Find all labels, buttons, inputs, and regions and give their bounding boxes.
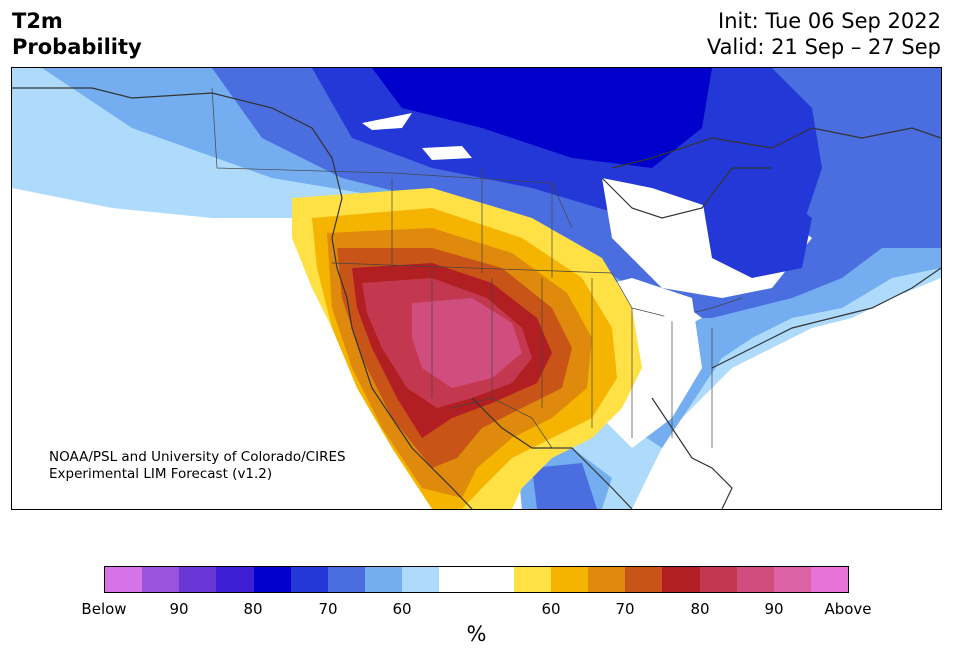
title-type: Probability [12, 35, 142, 59]
state-borders [391, 168, 713, 448]
colorbar-tick-label: 80 [690, 600, 710, 618]
map-canvas [12, 68, 941, 509]
colorbar-segment [402, 567, 440, 592]
great-bear-lake [362, 113, 412, 130]
hudson-bay-line [601, 167, 772, 219]
great-slave-lake [422, 146, 472, 160]
title-variable: T2m [12, 9, 63, 33]
valid-date: Valid: 21 Sep – 27 Sep [706, 35, 941, 59]
colorbar-tick-label: 70 [318, 600, 338, 618]
us-mexico-border [451, 397, 572, 449]
atlantic-coast-line [711, 267, 941, 369]
probability-colorbar [104, 566, 849, 593]
colorbar-segment [513, 567, 551, 592]
forecast-credit: NOAA/PSL and University of Colorado/CIRE… [49, 449, 346, 483]
colorbar-segment [625, 567, 663, 592]
map-title: T2m Probability [12, 8, 142, 60]
credit-model: Experimental LIM Forecast (v1.2) [49, 466, 273, 482]
colorbar-segment [588, 567, 626, 592]
lakes [362, 113, 702, 328]
colorbar-segment [736, 567, 774, 592]
colorbar-segment [662, 567, 700, 592]
colorbar-segment [699, 567, 737, 592]
east-coast-line [651, 397, 733, 509]
colorbar-segment [773, 567, 811, 592]
colorbar-segment [216, 567, 254, 592]
colorbar-tick-label: Above [824, 600, 872, 618]
colorbar-segment [476, 567, 514, 592]
colorbar-unit: % [466, 622, 487, 646]
arctic-coast-line [611, 127, 941, 169]
political-borders [211, 87, 743, 449]
colorbar-tick-label: 90 [764, 600, 784, 618]
colorbar-tick-label: 60 [392, 600, 412, 618]
colorbar-segment [290, 567, 328, 592]
colorbar-segment [439, 567, 477, 592]
colorbar-segment [810, 567, 849, 592]
colorbar-ticks: Below 90 80 70 60 60 70 80 90 Above [0, 600, 953, 620]
below-max-band [372, 68, 712, 168]
forecast-dates: Init: Tue 06 Sep 2022 Valid: 21 Sep – 27… [707, 8, 941, 60]
colorbar-segment [253, 567, 291, 592]
credit-institution: NOAA/PSL and University of Colorado/CIRE… [49, 449, 346, 465]
colorbar-segment [142, 567, 180, 592]
mexico-cold-core [532, 463, 597, 509]
colorbar-tick-label: 90 [169, 600, 189, 618]
colorbar-tick-label: 80 [243, 600, 263, 618]
probability-map [11, 67, 942, 510]
colorbar-segment [179, 567, 217, 592]
great-lakes [652, 303, 702, 328]
colorbar-tick-label: 60 [541, 600, 561, 618]
quebec-cold-core [702, 188, 812, 278]
colorbar-segment [550, 567, 589, 592]
colorbar-segment [327, 567, 366, 592]
colorbar-segment [365, 567, 403, 592]
init-date: Init: Tue 06 Sep 2022 [718, 9, 941, 33]
colorbar-tick-label: Below [81, 600, 127, 618]
colorbar-segment [105, 567, 143, 592]
us-canada-border [331, 262, 743, 319]
canada-provinces-border [211, 87, 573, 229]
colorbar-tick-label: 70 [615, 600, 635, 618]
above-90-band [412, 298, 522, 388]
